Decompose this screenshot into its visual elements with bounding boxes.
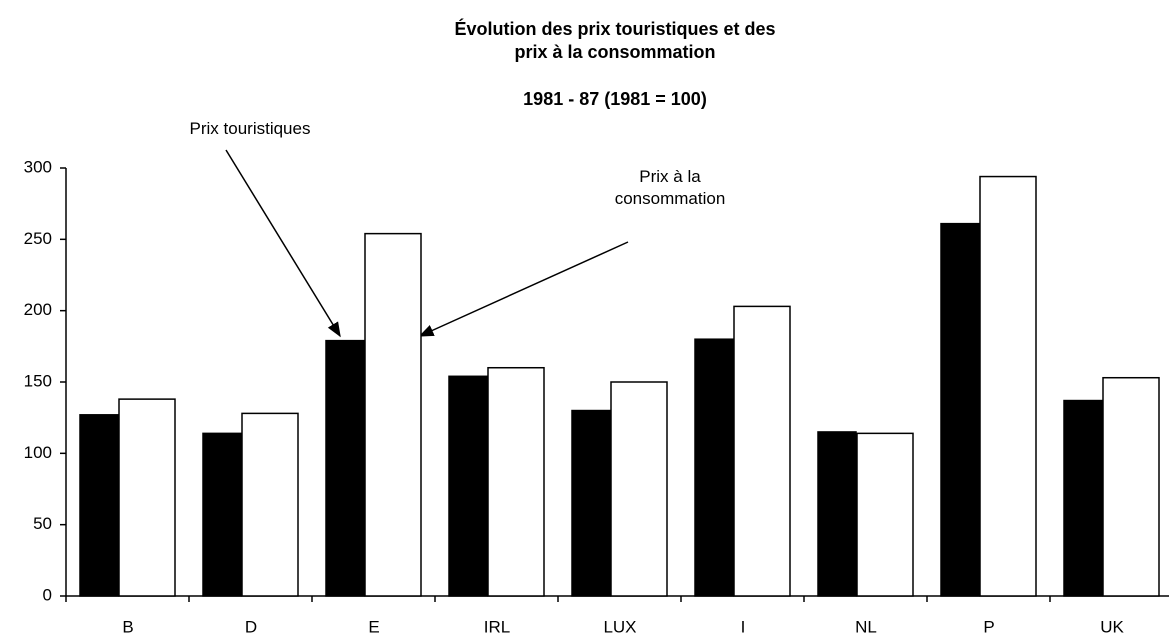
bar [487, 366, 545, 597]
y-tick-label: 150 [24, 371, 52, 390]
bar [979, 175, 1037, 597]
bar [733, 305, 791, 597]
chart-title: Évolution des prix touristiques et des p… [454, 19, 776, 62]
bar [448, 375, 488, 597]
chart-subtitle: 1981 - 87 (1981 = 100) [523, 89, 707, 109]
y-tick-label: 300 [24, 157, 52, 176]
bar [364, 232, 422, 597]
x-tick-label: E [368, 617, 379, 636]
bar [325, 339, 365, 597]
y-tick-label: 100 [24, 443, 52, 462]
x-tick-label: LUX [603, 617, 636, 636]
y-tick-label: 200 [24, 300, 52, 319]
annotation-box: Prix à la consommation [614, 167, 726, 208]
x-tick-label: B [122, 617, 133, 636]
y-tick-label: 0 [43, 585, 52, 604]
bar [1102, 376, 1160, 597]
title-box: Évolution des prix touristiques et des p… [454, 19, 776, 62]
x-tick-label: IRL [484, 617, 510, 636]
bar [1063, 399, 1103, 597]
x-tick-label: UK [1100, 617, 1124, 636]
bar [118, 398, 176, 597]
bar [940, 222, 980, 597]
annotation-box: Prix touristiques [189, 119, 311, 138]
x-tick-label: I [741, 617, 746, 636]
annotation: Prix touristiques [189, 119, 311, 138]
bar [694, 338, 734, 597]
bar [241, 412, 299, 597]
bar [571, 409, 611, 597]
bar [202, 432, 242, 597]
y-tick-label: 50 [33, 514, 52, 533]
x-tick-label: NL [855, 617, 877, 636]
y-tick-label: 250 [24, 229, 52, 248]
bar [610, 381, 668, 597]
arrow [225, 149, 341, 338]
arrow [418, 241, 629, 337]
bar [856, 432, 914, 597]
bar [817, 431, 857, 597]
x-tick-label: P [983, 617, 994, 636]
x-tick-label: D [245, 617, 257, 636]
annotation: Prix à la consommation [614, 167, 726, 208]
bar [79, 414, 119, 597]
